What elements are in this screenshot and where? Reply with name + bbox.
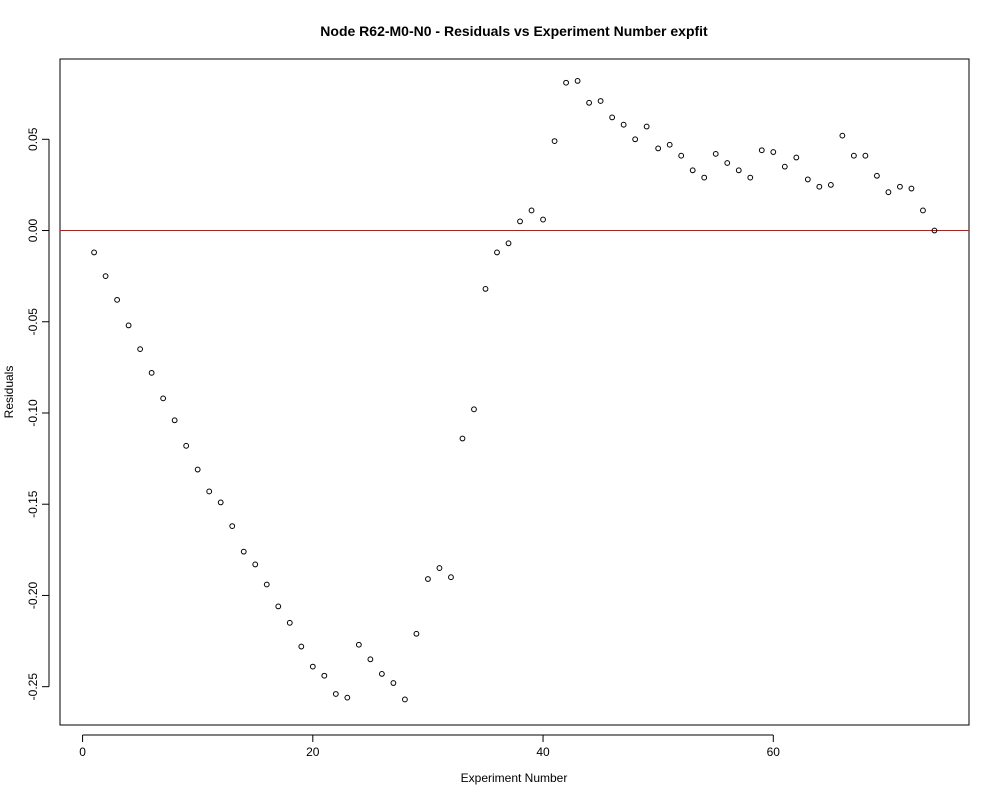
data-point — [908, 185, 915, 192]
data-point — [505, 240, 512, 247]
data-point — [91, 249, 97, 256]
data-point — [804, 176, 811, 183]
data-point — [528, 207, 535, 214]
data-point — [689, 167, 696, 174]
y-axis: -0.25 -0.20 -0.15 -0.10 -0.05 0.00 0.05 — [26, 127, 50, 701]
data-point — [701, 174, 708, 181]
data-point — [137, 346, 144, 353]
data-point — [551, 138, 558, 145]
data-point — [770, 149, 777, 155]
y-tick-label: -0.05 — [26, 308, 40, 336]
data-point — [620, 121, 627, 128]
data-point — [724, 160, 731, 166]
y-tick-label: -0.25 — [26, 673, 40, 701]
data-point — [275, 603, 282, 610]
data-point — [747, 174, 754, 181]
x-tick-label: 40 — [536, 745, 550, 759]
data-points — [91, 77, 938, 703]
y-axis-label: Residuals — [2, 366, 16, 419]
x-tick-label: 20 — [306, 745, 320, 759]
data-point — [781, 163, 788, 170]
data-point — [712, 150, 719, 157]
data-point — [931, 227, 938, 234]
data-point — [885, 189, 892, 196]
data-point — [471, 406, 477, 413]
data-point — [632, 136, 639, 143]
data-point — [597, 98, 604, 104]
data-point — [758, 147, 765, 154]
data-point — [217, 499, 224, 506]
data-point — [252, 561, 259, 568]
data-point — [240, 548, 247, 555]
data-point — [425, 576, 431, 582]
data-point — [874, 172, 880, 179]
data-point — [862, 152, 869, 159]
data-point — [850, 152, 857, 159]
data-point — [344, 694, 351, 701]
plot-frame — [59, 58, 970, 726]
data-point — [148, 369, 155, 376]
data-point — [194, 466, 201, 473]
data-point — [125, 322, 132, 329]
y-tick-label: -0.10 — [26, 399, 40, 427]
data-point — [263, 581, 270, 588]
data-point — [114, 296, 121, 303]
data-point — [102, 273, 109, 280]
data-point — [643, 123, 650, 130]
x-tick-label: 0 — [79, 745, 86, 759]
data-point — [390, 680, 397, 686]
data-point — [402, 696, 408, 703]
data-point — [920, 207, 926, 214]
data-point — [793, 154, 800, 161]
data-point — [563, 79, 569, 86]
data-point — [321, 672, 328, 679]
data-point — [332, 691, 339, 697]
x-axis-label: Experiment Number — [461, 771, 568, 785]
y-tick-label: 0.00 — [26, 219, 40, 243]
data-point — [206, 488, 213, 495]
data-point — [839, 132, 846, 139]
data-point — [413, 630, 420, 637]
y-tick-label: -0.20 — [26, 581, 40, 609]
data-point — [735, 167, 742, 174]
data-point — [666, 141, 673, 148]
data-point — [827, 182, 834, 188]
data-point — [816, 183, 823, 190]
data-point — [448, 574, 454, 581]
data-point — [459, 435, 466, 442]
data-point — [355, 641, 362, 648]
data-point — [160, 395, 167, 402]
data-point — [436, 565, 443, 571]
data-point — [183, 442, 190, 449]
y-tick-label: 0.05 — [26, 127, 40, 151]
data-point — [574, 77, 581, 84]
data-point — [517, 218, 523, 225]
data-point — [229, 523, 236, 530]
data-point — [494, 249, 500, 256]
x-axis: 0 20 40 60 — [79, 734, 781, 759]
data-point — [586, 99, 592, 106]
data-point — [367, 656, 374, 663]
data-point — [897, 183, 903, 190]
data-point — [540, 216, 546, 223]
data-point — [286, 619, 293, 626]
data-point — [309, 663, 316, 670]
chart-title: Node R62-M0-N0 - Residuals vs Experiment… — [320, 23, 708, 39]
data-point — [298, 643, 305, 650]
data-point — [678, 152, 685, 159]
data-point — [655, 145, 662, 152]
x-tick-label: 60 — [767, 745, 781, 759]
data-point — [609, 114, 616, 121]
data-point — [378, 671, 385, 677]
data-point — [171, 417, 178, 424]
y-tick-label: -0.15 — [26, 490, 40, 518]
data-point — [482, 286, 489, 292]
